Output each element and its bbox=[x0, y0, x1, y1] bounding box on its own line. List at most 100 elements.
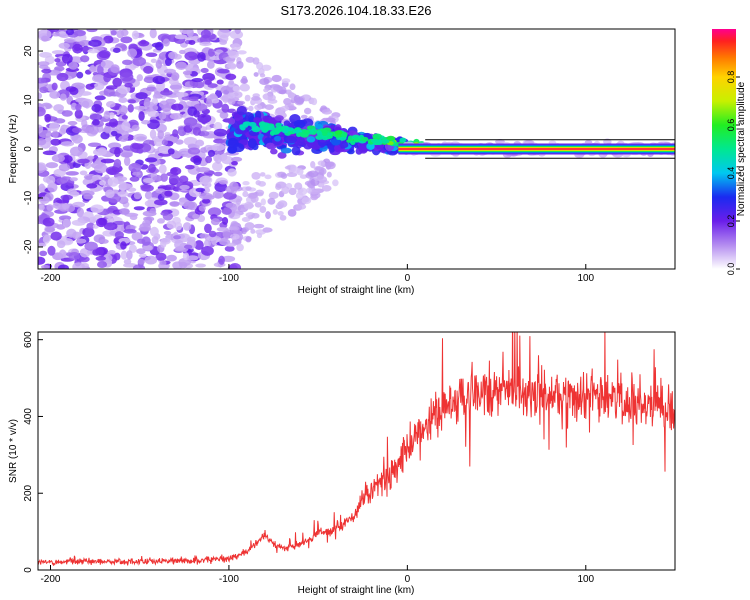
spectrogram-cell bbox=[108, 118, 119, 128]
spectrogram-cell bbox=[40, 264, 50, 269]
spectrogram-cell bbox=[306, 187, 312, 194]
spectrogram-cell bbox=[72, 201, 86, 208]
spectrogram-cell bbox=[279, 214, 287, 221]
snr-ytick-label: 400 bbox=[23, 408, 34, 425]
spectrogram-cell bbox=[173, 235, 181, 240]
spectrogram-cell bbox=[172, 129, 179, 138]
spectrogram-cell bbox=[259, 78, 270, 85]
spectrogram-cell bbox=[39, 52, 53, 58]
spectrogram-cell bbox=[140, 184, 154, 192]
spectrogram-cell bbox=[41, 68, 52, 74]
spectrogram-cell bbox=[120, 241, 127, 250]
spectrogram-cell bbox=[178, 49, 186, 55]
spectrogram-cell bbox=[155, 252, 167, 261]
snr-xtick-label: 100 bbox=[577, 574, 594, 585]
snr-ylabel: SNR (10 * v/v) bbox=[8, 419, 19, 483]
spectrogram-cell bbox=[253, 72, 259, 77]
spectrogram-cell bbox=[224, 245, 235, 252]
spectrogram-cell bbox=[98, 50, 111, 59]
spectrogram-cell bbox=[253, 223, 265, 229]
spectrogram-cell bbox=[259, 205, 267, 214]
spectrogram-cell bbox=[66, 252, 73, 257]
spectrogram-cell bbox=[196, 166, 210, 173]
spectrogram-cell bbox=[280, 173, 288, 179]
spectrogram-cell bbox=[263, 125, 270, 132]
spectrogram-cell bbox=[157, 129, 165, 140]
spectrogram-cell bbox=[123, 228, 137, 234]
spectrogram-cell bbox=[68, 61, 78, 70]
spectrogram-cell bbox=[254, 104, 263, 111]
spectrogram-cell bbox=[169, 84, 182, 90]
spectrogram-cell bbox=[100, 131, 110, 140]
spectrogram-cell bbox=[91, 104, 102, 113]
spectrogram-cell bbox=[45, 162, 59, 169]
snr-frame bbox=[37, 331, 676, 571]
spectrogram-cell bbox=[227, 97, 236, 105]
spectrogram-cell bbox=[87, 155, 95, 160]
spectrogram-cell bbox=[199, 41, 212, 47]
spectrogram-cell bbox=[260, 198, 266, 206]
spectrogram-cell bbox=[142, 210, 157, 217]
snr-plot-area bbox=[38, 332, 675, 570]
spectrogram-cell bbox=[42, 150, 57, 156]
spectrogram-cell bbox=[95, 256, 107, 261]
spectrogram-cell bbox=[38, 242, 47, 247]
spectrogram-cell bbox=[87, 48, 99, 54]
spectrogram-cell bbox=[251, 96, 261, 101]
spectrogram-cell bbox=[230, 229, 241, 235]
spectrogram-cell bbox=[221, 103, 230, 113]
spectrogram-cell bbox=[143, 65, 154, 74]
spectrogram-cell bbox=[317, 160, 326, 166]
spectrogram-cell bbox=[193, 158, 202, 166]
spectrogram-cell bbox=[56, 240, 66, 249]
spectrogram-cell bbox=[221, 207, 232, 215]
spectrogram-cell bbox=[188, 40, 196, 45]
spectrogram-cell bbox=[332, 179, 339, 187]
spectrogram-cell bbox=[100, 59, 114, 69]
spectrogram-cell bbox=[79, 170, 88, 176]
spectrogram-cell bbox=[67, 120, 78, 126]
spectrogram-cell bbox=[58, 163, 71, 172]
spectrogram-cell bbox=[97, 147, 107, 156]
spectrogram-cell bbox=[231, 43, 241, 51]
spectrogram-cell bbox=[214, 182, 228, 193]
spectrogram-cell bbox=[75, 103, 82, 111]
spectrogram-cell bbox=[231, 160, 238, 166]
spectrogram-cell bbox=[203, 239, 212, 248]
spectrogram-cell bbox=[124, 82, 133, 88]
spectrogram-cell bbox=[222, 216, 229, 225]
spectrogram-cell bbox=[219, 111, 229, 119]
carrier-band bbox=[398, 148, 675, 150]
spectrogram-cell bbox=[116, 29, 125, 39]
spectrogram-cell bbox=[58, 249, 67, 259]
spectrogram-cell bbox=[241, 228, 247, 235]
spectrogram-cell bbox=[163, 68, 176, 74]
spectrogram-cell bbox=[121, 114, 128, 120]
spectrogram-cell bbox=[94, 163, 108, 174]
spectrogram-cell bbox=[233, 91, 243, 99]
spectrogram-cell bbox=[218, 179, 228, 185]
spectrogram-cell bbox=[123, 156, 131, 167]
spectrogram-cell bbox=[206, 236, 217, 241]
spectrogram-cell bbox=[334, 133, 343, 138]
spectrogram-cell bbox=[184, 164, 195, 170]
spectrogram-cell bbox=[176, 92, 189, 98]
spectrogram-cell bbox=[51, 130, 59, 138]
spectrogram-cell bbox=[326, 134, 333, 139]
spectrogram-cell bbox=[50, 138, 62, 146]
spectrogram-ytick-label: -10 bbox=[23, 190, 34, 205]
spectrogram-cell bbox=[225, 73, 237, 81]
spectrogram-cell bbox=[133, 206, 145, 211]
spectrogram-cell bbox=[179, 184, 190, 190]
spectrogram-cell bbox=[328, 145, 335, 153]
spectrogram-cell bbox=[284, 127, 294, 132]
spectrogram-cell bbox=[57, 264, 69, 269]
spectrogram-cell bbox=[237, 50, 247, 55]
spectrogram-cell bbox=[256, 232, 263, 239]
spectrogram-cell bbox=[193, 103, 208, 112]
spectrogram-cell bbox=[113, 252, 121, 261]
spectrogram-cell bbox=[265, 142, 275, 149]
spectrogram-cell bbox=[280, 105, 290, 111]
spectrogram-cell bbox=[155, 59, 163, 69]
spectrogram-cell bbox=[228, 63, 237, 70]
